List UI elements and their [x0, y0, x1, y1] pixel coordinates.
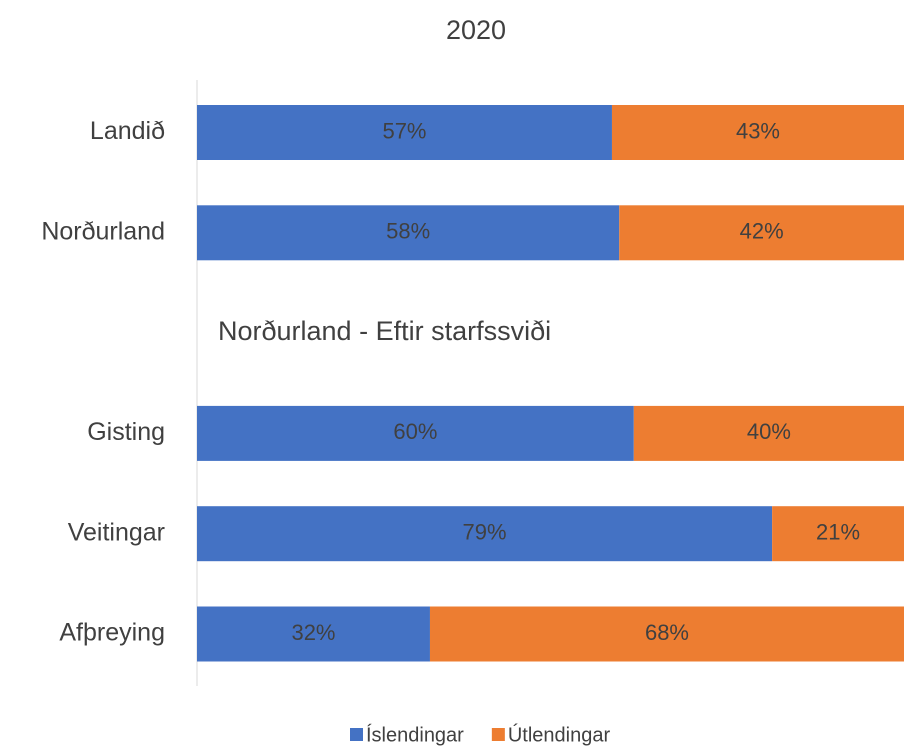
annotation: Norðurland - Eftir starfssviði [218, 316, 551, 346]
bar-segment [633, 405, 904, 461]
bar-segment [611, 105, 904, 160]
bar-segment [197, 405, 634, 461]
data-label: 32% [291, 620, 335, 645]
chart-title: 2020 [446, 15, 506, 45]
data-label: 79% [463, 520, 507, 545]
data-label: 60% [393, 419, 437, 444]
y-tick-label: Veitingar [68, 518, 165, 546]
y-tick-label: Norðurland [41, 217, 165, 245]
data-label: 57% [382, 118, 426, 143]
bar-segment [197, 105, 612, 160]
legend-label: Útlendingar [508, 723, 611, 746]
bar-segment [619, 205, 904, 261]
data-label: 42% [740, 219, 784, 244]
bar-segment [197, 606, 430, 662]
bar-segment [197, 506, 773, 562]
bar-segment [772, 506, 904, 562]
bar-segment [197, 205, 620, 261]
legend-label: Íslendingar [366, 723, 464, 746]
legend-swatch [350, 728, 363, 741]
bar-segment [429, 606, 904, 662]
data-label: 21% [816, 520, 860, 545]
data-label: 58% [386, 219, 430, 244]
data-label: 68% [645, 620, 689, 645]
y-tick-label: Gisting [87, 418, 165, 446]
y-tick-label: Landið [90, 117, 165, 145]
legend-swatch [491, 728, 505, 741]
y-tick-label: Afþreying [59, 619, 165, 647]
data-label: 43% [736, 118, 780, 143]
data-label: 40% [747, 419, 791, 444]
